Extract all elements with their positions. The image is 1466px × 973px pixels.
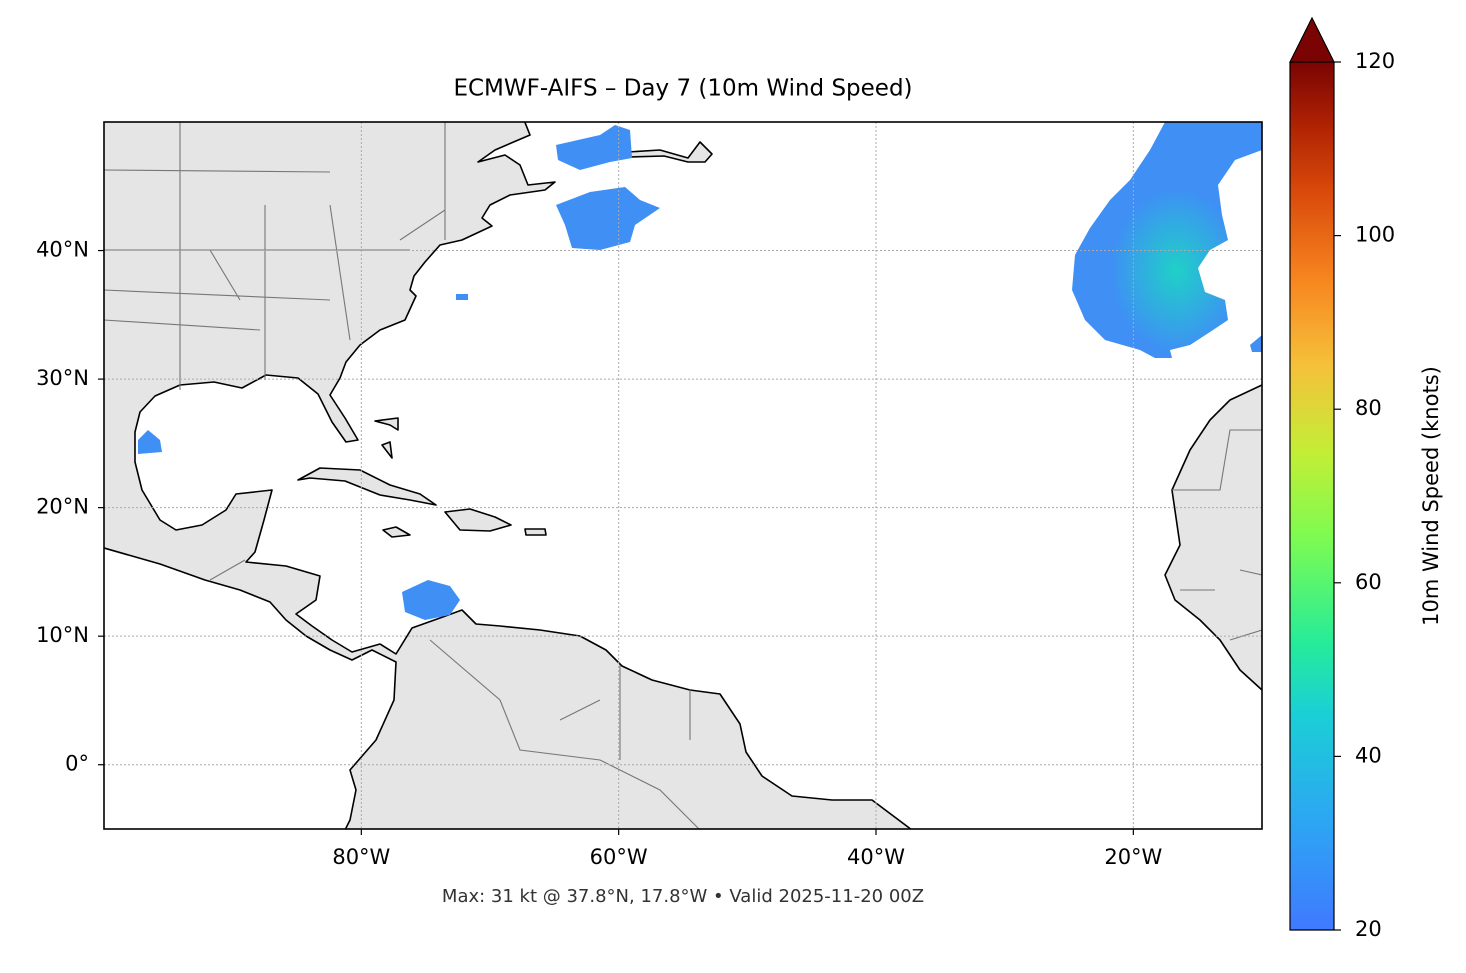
colorbar-tick-label: 60 bbox=[1355, 570, 1382, 594]
hispaniola bbox=[444, 508, 512, 532]
chart-title: ECMWF-AIFS – Day 7 (10m Wind Speed) bbox=[453, 76, 912, 102]
x-tick-label: 80°W bbox=[332, 845, 390, 869]
y-tick-label: 30°N bbox=[36, 366, 89, 390]
y-tick-label: 20°N bbox=[36, 495, 89, 519]
colorbar-tick-label: 120 bbox=[1355, 49, 1395, 73]
wind-area bbox=[556, 187, 660, 250]
cuba bbox=[297, 467, 437, 506]
jamaica bbox=[382, 526, 411, 538]
grid bbox=[104, 122, 1262, 829]
map bbox=[104, 122, 1262, 829]
colorbar-tick-label: 100 bbox=[1355, 223, 1395, 247]
colorbar-tick-label: 20 bbox=[1355, 917, 1382, 941]
colorbar-frame bbox=[1289, 62, 1335, 931]
wind-area bbox=[556, 125, 632, 170]
newfoundland bbox=[627, 141, 713, 163]
wind-area bbox=[402, 580, 460, 620]
colorbar-extend bbox=[1289, 16, 1335, 63]
x-tick-label: 40°W bbox=[847, 845, 905, 869]
state-borders bbox=[104, 122, 700, 829]
colorbar-tick-label: 40 bbox=[1355, 743, 1382, 767]
y-tick-label: 10°N bbox=[36, 623, 89, 647]
map-frame bbox=[103, 121, 1263, 830]
colorbar-tick-label: 80 bbox=[1355, 396, 1382, 420]
x-tick-label: 20°W bbox=[1104, 845, 1162, 869]
y-tick-label: 40°N bbox=[36, 238, 89, 262]
colorbar bbox=[1290, 62, 1334, 930]
africa bbox=[1164, 384, 1262, 692]
puerto-rico bbox=[524, 528, 547, 536]
x-tick-label: 60°W bbox=[590, 845, 648, 869]
colorbar-label: 10m Wind Speed (knots) bbox=[1419, 366, 1443, 626]
africa-borders bbox=[1172, 429, 1262, 641]
annotation: Max: 31 kt @ 37.8°N, 17.8°W • Valid 2025… bbox=[442, 886, 924, 907]
y-tick-label: 0° bbox=[65, 752, 89, 776]
wind-area bbox=[1072, 122, 1262, 358]
bahamas bbox=[374, 417, 399, 459]
